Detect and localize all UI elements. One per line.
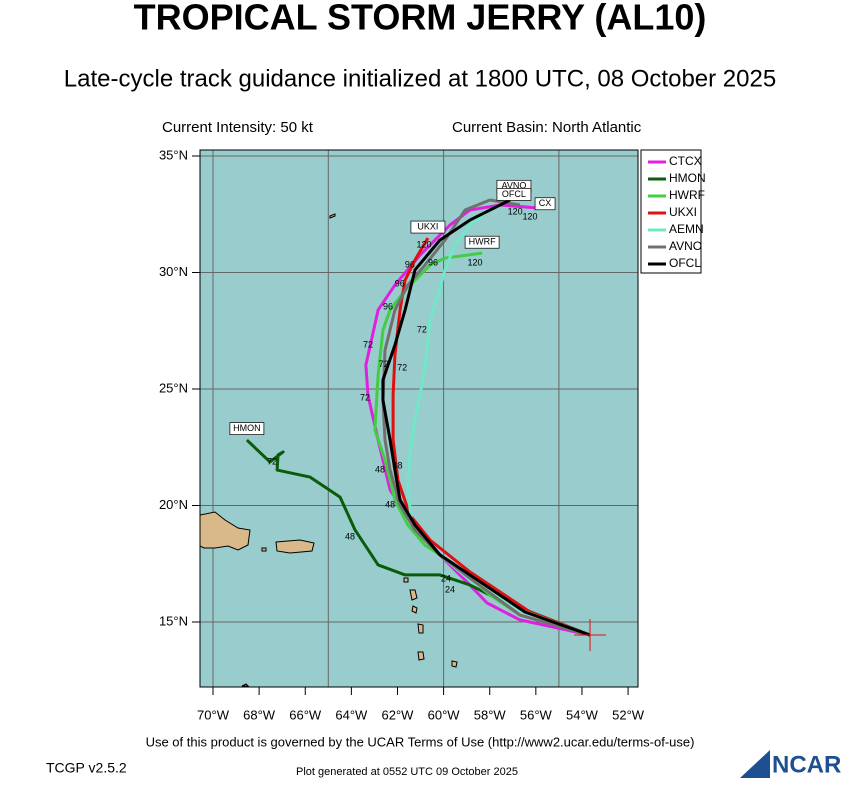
- map-frame: [199, 149, 639, 688]
- lon-label: 66°W: [289, 707, 322, 722]
- hour-label: 48: [385, 499, 395, 509]
- lon-label: 52°W: [612, 707, 645, 722]
- puerto-rico: [275, 539, 315, 554]
- hour-label: 72: [397, 362, 407, 372]
- land: [200, 213, 458, 687]
- track: [391, 237, 591, 637]
- legend-label: HWRF: [669, 188, 705, 202]
- track: [245, 438, 591, 637]
- title: TROPICAL STORM JERRY (AL10): [134, 0, 707, 38]
- lon-label: 62°W: [382, 707, 415, 722]
- hour-label: 120: [467, 257, 482, 267]
- hour-label: 120: [523, 211, 538, 221]
- track: [381, 198, 591, 637]
- model-tag-box: [496, 188, 532, 201]
- basin: Current Basin: North Atlantic: [452, 119, 642, 136]
- hour-label: 48: [345, 531, 355, 541]
- model-tag-box: [464, 235, 500, 249]
- lon-label: 60°W: [428, 707, 461, 722]
- terms: Use of this product is governed by the U…: [146, 734, 695, 749]
- lat-label: 20°N: [159, 497, 188, 512]
- legend-label: UKXI: [669, 205, 697, 219]
- lat-label: 15°N: [159, 613, 188, 628]
- hour-label: 72: [267, 456, 277, 466]
- lon-label: 64°W: [335, 707, 368, 722]
- ocean: [200, 150, 638, 687]
- hour-label: 96: [405, 259, 415, 269]
- model-tag-box: [410, 220, 446, 234]
- lat-label: 30°N: [159, 264, 188, 279]
- legend-label: HMON: [669, 171, 706, 185]
- legend-label: OFCL: [669, 256, 701, 270]
- hour-label: 24: [441, 573, 451, 583]
- legend-label: AEMN: [669, 222, 704, 236]
- logo: NCAR: [772, 751, 841, 778]
- lat-label: 25°N: [159, 380, 188, 395]
- lon-label: 54°W: [566, 707, 599, 722]
- model-tag: CX: [539, 198, 552, 208]
- hour-label: 96: [395, 279, 405, 289]
- model-tag: HWRF: [469, 237, 496, 247]
- hour-label: 72: [360, 392, 370, 402]
- hour-label: 48: [375, 464, 385, 474]
- current-position: [574, 619, 607, 652]
- model-tag: OFCL: [502, 189, 526, 199]
- model-tag-box: [229, 422, 265, 435]
- model-tag: HMON: [233, 423, 261, 433]
- hour-label: 120: [416, 239, 431, 249]
- hour-label: 72: [363, 339, 373, 349]
- model-tag-box: [534, 197, 556, 211]
- lon-label: 58°W: [474, 707, 507, 722]
- lon-label: 56°W: [520, 707, 553, 722]
- legend-label: CTCX: [669, 154, 702, 168]
- subtitle: Late-cycle track guidance initialized at…: [64, 65, 776, 92]
- intensity: Current Intensity: 50 kt: [162, 119, 314, 136]
- hour-label: 48: [392, 460, 402, 470]
- hispaniola: [200, 511, 251, 551]
- hour-label: 72: [379, 359, 389, 369]
- lon-label: 68°W: [243, 707, 276, 722]
- legend-label: AVNO: [669, 239, 702, 253]
- model-tag: UKXI: [417, 221, 438, 231]
- hour-label: 72: [417, 324, 427, 334]
- lon-label: 70°W: [197, 707, 230, 722]
- generated: Plot generated at 0552 UTC 09 October 20…: [296, 766, 518, 778]
- hour-label: 96: [428, 257, 438, 267]
- hour-label: 24: [445, 584, 455, 594]
- small-islands: [241, 213, 458, 687]
- logo-mark: [740, 750, 770, 778]
- hour-label: 120: [508, 206, 523, 216]
- model-tag: AVNO: [502, 181, 527, 191]
- hour-label: 96: [383, 301, 393, 311]
- version: TCGP v2.5.2: [46, 760, 127, 776]
- lat-label: 35°N: [159, 147, 188, 162]
